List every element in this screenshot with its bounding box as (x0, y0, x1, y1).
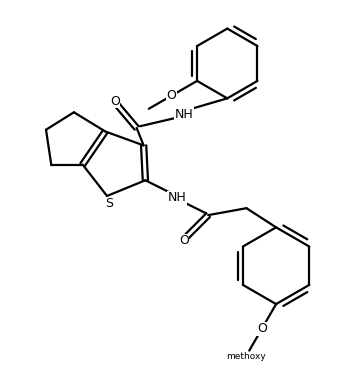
Text: O: O (179, 234, 189, 248)
Text: O: O (257, 322, 267, 335)
Text: O: O (110, 94, 120, 108)
Text: NH: NH (167, 191, 186, 204)
Text: S: S (105, 197, 113, 210)
Text: methoxy: methoxy (226, 352, 266, 361)
Text: NH: NH (174, 107, 193, 121)
Text: O: O (167, 89, 176, 102)
